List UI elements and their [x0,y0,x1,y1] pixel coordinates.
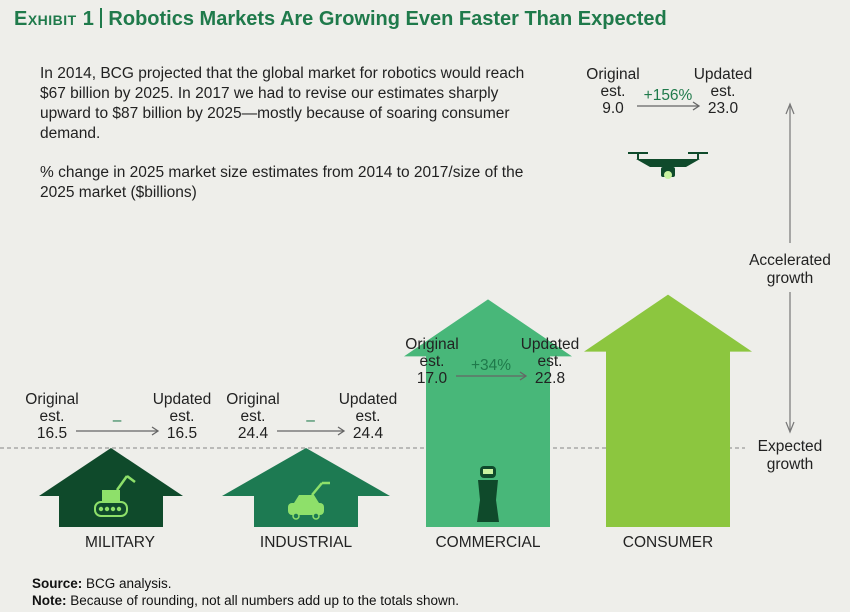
industrial-updated-label-line1: Updated [339,391,398,408]
commercial-updated-value: 22.8 [535,370,565,387]
footer: Source: BCG analysis. Note: Because of r… [32,575,459,609]
military-change-arrowhead [151,426,160,436]
military-updated-label-line1: Updated [153,391,212,408]
commercial-updated-label-line2: est. [538,353,563,370]
exhibit-number: Exhibit 1 [14,8,95,30]
expected-growth-label-line1: Expected [758,438,823,455]
category-label-consumer: CONSUMER [623,534,713,551]
bar-industrial [222,448,390,527]
military-original-label-line2: est. [40,408,65,425]
note-label: Note: [32,593,67,608]
category-label-industrial: INDUSTRIAL [260,534,353,551]
tread-wheel [116,506,122,512]
consumer-original-value: 9.0 [602,100,624,117]
drone-icon [628,152,708,179]
chart-subtitle: % change in 2025 market size estimates f… [40,164,524,201]
commercial-change-pct: +34% [471,357,511,374]
commercial-change-arrowhead [519,371,528,381]
car-wheel [312,512,320,520]
industrial-change-arrowhead [337,426,346,436]
industrial-original-label-line1: Original [226,391,279,408]
accelerated-arrowhead-up [785,102,795,115]
drone-body [636,159,700,167]
bar-commercial [404,299,572,527]
note-line: Note: Because of rounding, not all numbe… [32,592,459,609]
industrial-change-pct: – [306,412,315,429]
industrial-updated-label-line2: est. [356,408,381,425]
consumer-updated-value: 23.0 [708,100,739,117]
source-line: Source: BCG analysis. [32,575,459,592]
exhibit-title: Exhibit 1 Robotics Markets Are Growing Ev… [14,8,667,31]
car-wheel [292,512,300,520]
consumer-original-label-line2: est. [601,83,626,100]
commercial-original-value: 17.0 [417,370,448,387]
tread-wheel [98,506,104,512]
source-label: Source: [32,576,83,591]
robot-visor [483,469,493,474]
military-original-value: 16.5 [37,425,67,442]
category-label-commercial: COMMERCIAL [435,534,540,551]
title-divider [100,8,103,28]
robot-torso [478,480,498,500]
consumer-original-label-line1: Original [586,66,639,83]
commercial-updated-label-line1: Updated [521,336,580,353]
industrial-robot-arm-icon [288,481,330,520]
bar-military [39,448,183,527]
intro-paragraph: In 2014, BCG projected that the global m… [40,65,525,142]
military-original-label-line1: Original [25,391,78,408]
industrial-original-value: 24.4 [238,425,269,442]
exhibit-title-text: Robotics Markets Are Growing Even Faster… [108,8,667,30]
accelerated-growth-label-line2: growth [767,270,814,287]
robot-body [102,490,120,501]
military-change-pct: – [113,412,122,429]
consumer-change-pct: +156% [644,87,693,104]
bar-consumer [584,294,752,527]
expected-growth-label-line2: growth [767,456,814,473]
humanoid-robot-icon [477,466,499,522]
consumer-updated-label-line1: Updated [694,66,753,83]
industrial-updated-value: 24.4 [353,425,384,442]
note-text: Because of rounding, not all numbers add… [70,593,460,608]
commercial-original-label-line2: est. [420,353,445,370]
tread-wheel [104,506,110,512]
tread-wheel [110,506,116,512]
car-body [288,503,324,515]
accelerated-growth-label-line1: Accelerated [749,252,831,269]
commercial-original-label-line1: Original [405,336,458,353]
military-updated-label-line2: est. [170,408,195,425]
category-label-military: MILITARY [85,534,155,551]
robot-arm [311,482,323,496]
tread-outline [94,501,128,517]
accelerated-arrowhead-down [785,421,795,434]
consumer-updated-label-line2: est. [711,83,736,100]
drone-camera-lens [664,171,672,179]
source-text: BCG analysis. [86,576,172,591]
car-roof [294,495,319,503]
military-robot-icon [94,475,136,517]
industrial-original-label-line2: est. [241,408,266,425]
robot-arm [115,475,129,491]
military-updated-value: 16.5 [167,425,197,442]
robot-base [477,500,499,522]
consumer-change-arrowhead [692,101,701,111]
robot-claw [126,475,136,483]
